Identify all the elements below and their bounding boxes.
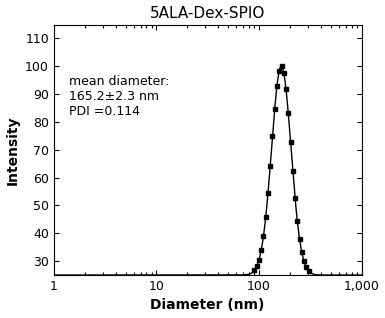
Title: 5ALA-Dex-SPIO: 5ALA-Dex-SPIO	[150, 5, 265, 21]
Text: mean diameter:
165.2±2.3 nm
PDI =0.114: mean diameter: 165.2±2.3 nm PDI =0.114	[69, 75, 169, 118]
Y-axis label: Intensity: Intensity	[5, 115, 20, 184]
X-axis label: Diameter (nm): Diameter (nm)	[151, 299, 265, 313]
